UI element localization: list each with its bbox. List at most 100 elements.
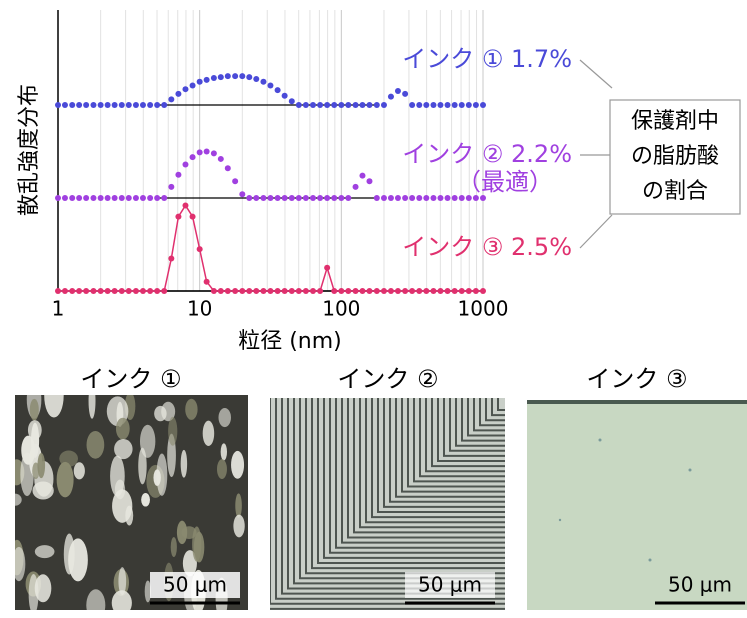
- point: [204, 149, 210, 155]
- point: [55, 102, 61, 108]
- point: [55, 195, 61, 201]
- point: [445, 288, 451, 294]
- point: [402, 288, 408, 294]
- point: [452, 288, 458, 294]
- point: [253, 288, 259, 294]
- series-label: インク ③ 2.5%: [402, 233, 572, 261]
- point: [119, 288, 125, 294]
- point: [225, 73, 231, 79]
- point: [76, 195, 82, 201]
- point: [225, 165, 231, 171]
- point: [459, 102, 465, 108]
- x-tick-label: 1: [52, 297, 65, 321]
- point: [310, 102, 316, 108]
- point: [105, 102, 111, 108]
- texture: [140, 425, 155, 458]
- point: [345, 102, 351, 108]
- point: [402, 91, 408, 97]
- point: [374, 288, 380, 294]
- point: [218, 288, 224, 294]
- point: [374, 195, 380, 201]
- point: [112, 288, 118, 294]
- point: [282, 93, 288, 99]
- point: [147, 102, 153, 108]
- point: [324, 265, 330, 271]
- point: [168, 255, 174, 261]
- point: [62, 288, 68, 294]
- point: [225, 288, 231, 294]
- point: [409, 102, 415, 108]
- texture: [12, 547, 25, 581]
- x-axis-label: 粒径 (nm): [238, 329, 342, 354]
- point: [303, 288, 309, 294]
- point: [423, 195, 429, 201]
- point: [140, 195, 146, 201]
- point: [480, 102, 486, 108]
- point: [310, 288, 316, 294]
- point: [388, 94, 394, 100]
- point: [317, 102, 323, 108]
- point: [395, 288, 401, 294]
- point: [105, 288, 111, 294]
- point: [331, 288, 337, 294]
- point: [445, 102, 451, 108]
- texture: [185, 399, 197, 420]
- point: [83, 102, 89, 108]
- point: [366, 102, 372, 108]
- point: [239, 288, 245, 294]
- point: [239, 191, 245, 197]
- point: [395, 88, 401, 94]
- point: [211, 150, 217, 156]
- texture: [219, 408, 231, 427]
- point: [98, 195, 104, 201]
- point: [112, 102, 118, 108]
- point: [423, 288, 429, 294]
- x-tick-label: 10: [187, 297, 212, 321]
- point: [260, 195, 266, 201]
- point: [480, 288, 486, 294]
- point: [190, 82, 196, 88]
- point: [154, 102, 160, 108]
- legend-connectors: [580, 60, 612, 248]
- point: [275, 195, 281, 201]
- point: [253, 76, 259, 82]
- point: [437, 195, 443, 201]
- point: [296, 288, 302, 294]
- figure: 1101001000インク ① 1.7%インク ② 2.2%（最適）インク ③ …: [0, 0, 747, 618]
- texture: [35, 574, 52, 602]
- point: [473, 288, 479, 294]
- point: [437, 102, 443, 108]
- point: [147, 195, 153, 201]
- point: [133, 288, 139, 294]
- point: [69, 102, 75, 108]
- point: [260, 79, 266, 85]
- texture: [8, 494, 21, 506]
- point: [112, 195, 118, 201]
- point: [366, 178, 372, 184]
- point: [154, 288, 160, 294]
- texture: [233, 515, 244, 538]
- point: [437, 288, 443, 294]
- point: [345, 288, 351, 294]
- point: [246, 288, 252, 294]
- point: [366, 288, 372, 294]
- scale-label: 50 μm: [668, 573, 732, 597]
- point: [416, 195, 422, 201]
- point: [98, 288, 104, 294]
- point: [430, 102, 436, 108]
- point: [423, 102, 429, 108]
- point: [310, 195, 316, 201]
- point: [154, 195, 160, 201]
- texture: [217, 459, 227, 479]
- point: [246, 195, 252, 201]
- point: [317, 195, 323, 201]
- point: [296, 195, 302, 201]
- point: [267, 195, 273, 201]
- legend-box-line: の割合: [642, 179, 708, 204]
- point: [62, 195, 68, 201]
- point: [353, 288, 359, 294]
- point: [232, 288, 238, 294]
- point: [353, 102, 359, 108]
- point: [175, 172, 181, 178]
- texture: [114, 439, 133, 459]
